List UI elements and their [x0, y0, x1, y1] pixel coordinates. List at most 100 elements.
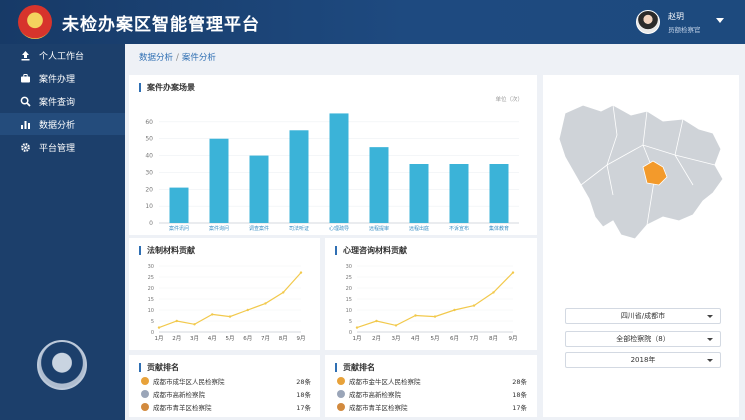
x-tick-label: 心理疏导: [329, 225, 349, 232]
panel-title: 贡献排名: [335, 363, 375, 372]
data-point[interactable]: [433, 315, 437, 318]
sidebar-item-workbench[interactable]: 个人工作台: [0, 44, 125, 66]
y-tick-label: 15: [148, 297, 154, 303]
procuratorate-select[interactable]: 全部检察院（8）: [565, 331, 721, 347]
breadcrumb-parent[interactable]: 数据分析: [139, 53, 174, 63]
sidebar-item-label: 平台管理: [39, 143, 76, 154]
chevron-down-icon: [707, 359, 713, 362]
x-tick-label: 4月: [208, 335, 217, 342]
unit-label: 单位（次）: [495, 97, 523, 103]
bar-chart: 0 10 20 30 40 50 60 案件讯问 案件询问 调查案件 司法听证 心理疏导 远程提审 远程出…: [145, 113, 519, 232]
x-tick-label: 9月: [297, 335, 306, 342]
list-item: 成都市高新检察院 18条: [141, 388, 311, 400]
legal-line-chart: 0 5 10 15 20 25 30 1月 2月 3月 4月 5月 6月 7月 8月 9月: [148, 264, 306, 342]
series-line: [158, 272, 302, 329]
y-tick-label: 15: [346, 297, 352, 303]
y-tick-label: 30: [346, 264, 352, 270]
x-tick-label: 9月: [509, 335, 518, 342]
data-point[interactable]: [246, 308, 249, 312]
list-item: 成都市成华区人民检察院 28条: [141, 375, 311, 387]
y-tick-label: 10: [346, 308, 352, 314]
x-tick-label: 2月: [372, 335, 381, 342]
data-point[interactable]: [472, 304, 476, 307]
sidebar-item-label: 案件查询: [39, 97, 76, 108]
case-scene-panel: 案件办案场景 单位（次） 0 10 20 30 40 50 60 案件讯问 案件询问 调查案件 司法…: [129, 75, 537, 235]
y-tick-label: 10: [148, 308, 154, 314]
medal-bronze-icon: [141, 403, 149, 411]
chevron-down-icon[interactable]: [716, 18, 724, 23]
y-tick-label: 10: [145, 203, 153, 210]
medal-gold-icon: [337, 377, 345, 385]
x-tick-label: 6月: [243, 335, 252, 342]
bar[interactable]: [289, 130, 309, 223]
x-tick-label: 5月: [431, 335, 440, 342]
data-point[interactable]: [394, 324, 398, 327]
bar[interactable]: [329, 113, 349, 223]
breadcrumb: 数据分析 / 案件分析: [139, 51, 216, 63]
y-tick-label: 5: [151, 319, 154, 325]
ranking-panel-psych: 贡献排名 成都市金牛区人民检察院 28条 成都市高新检察院 18条 成都市青羊区…: [325, 355, 537, 417]
x-tick-label: 调查案件: [249, 225, 269, 232]
sidebar-item-case-query[interactable]: 案件查询: [0, 90, 125, 112]
data-point[interactable]: [282, 291, 285, 294]
y-tick-label: 20: [148, 286, 154, 292]
y-tick-label: 25: [346, 275, 352, 281]
bar[interactable]: [369, 147, 389, 223]
briefcase-icon: [17, 73, 33, 84]
ranking-panel-legal: 贡献排名 成都市成华区人民检察院 28条 成都市高新检察院 18条 成都市青羊区…: [129, 355, 320, 417]
region-select[interactable]: 四川省/成都市: [565, 308, 721, 324]
year-select[interactable]: 2018年: [565, 352, 721, 368]
bar[interactable]: [249, 155, 269, 223]
data-point[interactable]: [211, 313, 214, 316]
medal-silver-icon: [141, 390, 149, 398]
sichuan-map[interactable]: [543, 75, 739, 275]
x-tick-label: 8月: [279, 335, 288, 342]
data-point[interactable]: [453, 308, 456, 312]
x-tick-label: 4月: [411, 335, 420, 342]
x-tick-label: 案件询问: [209, 225, 229, 232]
data-point[interactable]: [175, 319, 178, 323]
y-tick-label: 0: [151, 330, 154, 336]
data-point[interactable]: [299, 271, 303, 274]
y-tick-label: 30: [145, 169, 153, 176]
legal-material-panel: 法制材料贡献 0 5 10 15 20 25 30 1月 2月 3月 4月 5月 6月 7月 8月 9月: [129, 238, 320, 350]
user-role: 员额检察官: [668, 26, 701, 34]
y-tick-label: 0: [349, 330, 352, 336]
data-point[interactable]: [193, 323, 196, 326]
bar[interactable]: [449, 164, 469, 223]
data-point[interactable]: [355, 326, 359, 329]
data-point[interactable]: [157, 326, 161, 329]
bar[interactable]: [209, 138, 229, 223]
x-tick-label: 2月: [172, 335, 181, 342]
x-tick-label: 1月: [155, 335, 164, 342]
data-point[interactable]: [414, 314, 417, 317]
x-tick-label: 3月: [190, 335, 199, 342]
breadcrumb-separator: /: [176, 53, 179, 63]
upload-icon: [17, 50, 33, 61]
data-point[interactable]: [264, 302, 267, 305]
sidebar: 个人工作台 案件办理 案件查询 数据分析 平台管理: [0, 44, 125, 420]
chevron-down-icon: [707, 338, 713, 341]
bar[interactable]: [169, 187, 189, 223]
sidebar-item-label: 案件办理: [39, 74, 76, 85]
medal-silver-icon: [337, 390, 345, 398]
data-point[interactable]: [511, 271, 515, 274]
user-name[interactable]: 赵玥: [668, 12, 684, 21]
list-item: 成都市青羊区检察院 17条: [337, 401, 527, 413]
data-point[interactable]: [492, 291, 495, 294]
bar[interactable]: [489, 164, 509, 223]
procuratorate-emblem-icon: [37, 340, 87, 390]
sidebar-item-label: 数据分析: [39, 120, 76, 131]
panel-title: 法制材料贡献: [139, 246, 195, 255]
data-point[interactable]: [228, 315, 232, 318]
sidebar-item-platform-admin[interactable]: 平台管理: [0, 136, 125, 158]
sidebar-item-case-handling[interactable]: 案件办理: [0, 67, 125, 89]
x-tick-label: 5月: [226, 335, 235, 342]
medal-gold-icon: [141, 377, 149, 385]
bar[interactable]: [409, 164, 429, 223]
data-point[interactable]: [375, 319, 378, 323]
x-tick-label: 7月: [470, 335, 479, 342]
series-line: [356, 272, 514, 329]
sidebar-item-data-analysis[interactable]: 数据分析: [0, 113, 125, 135]
avatar[interactable]: [636, 10, 660, 34]
